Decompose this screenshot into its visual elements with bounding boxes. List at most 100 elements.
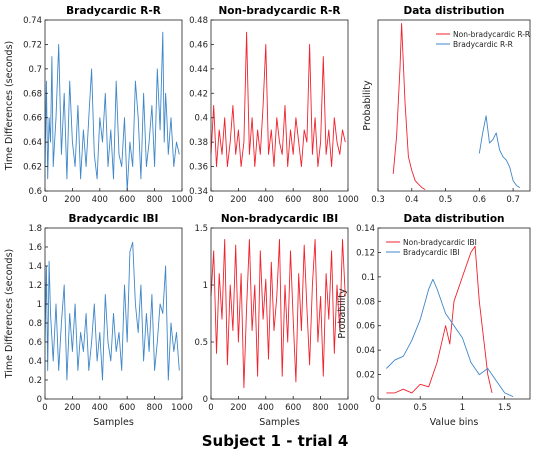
x-tick-label: 0.5 — [413, 403, 427, 413]
y-tick-label: 1.5 — [194, 224, 208, 234]
y-axis-label: Probability — [362, 80, 373, 131]
series-line-1 — [44, 241, 180, 381]
x-tick-label: 0 — [208, 195, 213, 205]
x-tick-label: 1.5 — [498, 403, 512, 413]
y-tick-label: 1.8 — [28, 224, 42, 234]
series-line-2 — [386, 278, 514, 398]
y-tick-label: 0.74 — [23, 16, 42, 26]
x-tick-label: 200 — [230, 403, 246, 413]
legend-label: Non-bradycardic R-R — [453, 30, 530, 39]
y-tick-label: 0.02 — [356, 371, 375, 381]
x-tick-label: 600 — [119, 195, 135, 205]
y-tick-label: 0.2 — [28, 376, 42, 386]
y-tick-label: 0 — [37, 395, 42, 405]
x-tick-label: 400 — [258, 195, 274, 205]
x-tick-label: 200 — [64, 195, 80, 205]
y-tick-label: 0.14 — [356, 224, 375, 234]
y-tick-label: 0.5 — [194, 338, 208, 348]
axes-frame — [377, 227, 531, 400]
y-tick-label: 1.2 — [28, 281, 42, 291]
y-tick-label: 0.66 — [23, 114, 42, 124]
panel-p2: Non-bradycardic R-R 0 200 400 600 800 1000 0.34… — [189, 5, 359, 205]
x-tick-label: 800 — [146, 195, 162, 205]
y-axis-label: Time Differences (seconds) — [4, 41, 15, 171]
panel-title: Data distribution — [403, 213, 504, 225]
y-tick-label: 0.6 — [28, 338, 42, 348]
y-tick-label: 1.6 — [28, 243, 42, 253]
y-tick-label: 1.4 — [28, 262, 42, 272]
axes-frame — [44, 19, 183, 192]
series-line-2 — [478, 115, 521, 188]
y-tick-label: 0.44 — [189, 65, 208, 75]
axes-frame — [210, 227, 349, 400]
x-tick-label: 0.5 — [439, 195, 453, 205]
x-tick-label: 600 — [119, 403, 135, 413]
panel-p5: Non-bradycardic IBI 0 200 400 600 800 1000 0 0.5… — [194, 213, 358, 428]
panel-p1: Bradycardic R-R 0 200 400 600 800 1000 0.6 0.62 0… — [4, 5, 193, 205]
y-tick-label: 1 — [203, 281, 208, 291]
x-tick-label: 200 — [64, 403, 80, 413]
series-line-1 — [210, 238, 346, 389]
x-axis-label: Samples — [259, 417, 300, 428]
y-tick-label: 0 — [203, 395, 208, 405]
y-tick-label: 0.64 — [23, 138, 42, 148]
y-tick-label: 0.68 — [23, 89, 42, 99]
legend-label: Bradycardic R-R — [453, 40, 513, 49]
y-tick-label: 0.06 — [356, 322, 375, 332]
x-tick-label: 1000 — [171, 403, 193, 413]
y-tick-label: 0.1 — [361, 273, 375, 283]
x-axis-label: Value bins — [430, 417, 479, 428]
x-tick-label: 800 — [146, 403, 162, 413]
y-tick-label: 0.04 — [356, 346, 375, 356]
x-tick-label: 0 — [42, 195, 47, 205]
panel-title: Data distribution — [403, 5, 504, 17]
x-tick-label: 800 — [312, 195, 328, 205]
legend-label: Bradycardic IBI — [403, 248, 460, 257]
y-tick-label: 0.08 — [356, 297, 375, 307]
y-tick-label: 0.38 — [189, 138, 208, 148]
x-tick-label: 400 — [92, 403, 108, 413]
y-tick-label: 0.34 — [189, 187, 208, 197]
x-tick-label: 200 — [230, 195, 246, 205]
x-tick-label: 0.6 — [473, 195, 487, 205]
x-tick-label: 800 — [312, 403, 328, 413]
y-tick-label: 0.4 — [28, 357, 42, 367]
panel-p4: Bradycardic IBI 0 200 400 600 800 1000 0 0.2 0.4 0… — [4, 213, 193, 428]
y-tick-label: 0.48 — [189, 16, 208, 26]
y-tick-label: 1 — [37, 300, 42, 310]
panel-p6: Data distribution 0 0.5 1 1.5 0 0.02 0.04 0.06 0.… — [337, 213, 531, 428]
x-tick-label: 1000 — [337, 403, 359, 413]
panel-p3: Data distribution 0.3 0.4 0.5 0.6 0.7 Probabil… — [362, 5, 531, 205]
panel-title: Bradycardic R-R — [66, 5, 161, 17]
y-tick-label: 0.42 — [189, 89, 208, 99]
y-tick-label: 0.36 — [189, 163, 208, 173]
y-axis-label: Probability — [337, 288, 348, 339]
y-tick-label: 0.7 — [28, 65, 42, 75]
x-tick-label: 400 — [92, 195, 108, 205]
x-tick-label: 1000 — [171, 195, 193, 205]
series-line-1 — [210, 31, 346, 168]
axes-frame — [210, 19, 349, 192]
y-tick-label: 0.72 — [23, 40, 42, 50]
x-tick-label: 0 — [42, 403, 47, 413]
legend-label: Non-bradycardic IBI — [403, 238, 477, 247]
series-line-1 — [386, 245, 493, 394]
series-line-1 — [392, 22, 426, 190]
x-tick-label: 400 — [258, 403, 274, 413]
x-tick-label: 0.7 — [506, 195, 520, 205]
y-tick-label: 0.12 — [356, 248, 375, 258]
y-axis-label: Time Differences (seconds) — [4, 249, 15, 379]
x-tick-label: 600 — [285, 403, 301, 413]
x-tick-label: 0 — [375, 403, 380, 413]
x-tick-label: 1 — [460, 403, 465, 413]
y-tick-label: 0.6 — [28, 187, 42, 197]
x-tick-label: 0 — [208, 403, 213, 413]
x-tick-label: 0.3 — [371, 195, 385, 205]
axes-frame — [377, 19, 531, 192]
panel-title: Bradycardic IBI — [69, 213, 159, 225]
panel-title: Non-bradycardic R-R — [219, 5, 341, 17]
x-tick-label: 1000 — [337, 195, 359, 205]
y-tick-label: 0.46 — [189, 40, 208, 50]
y-tick-label: 0.62 — [23, 163, 42, 173]
